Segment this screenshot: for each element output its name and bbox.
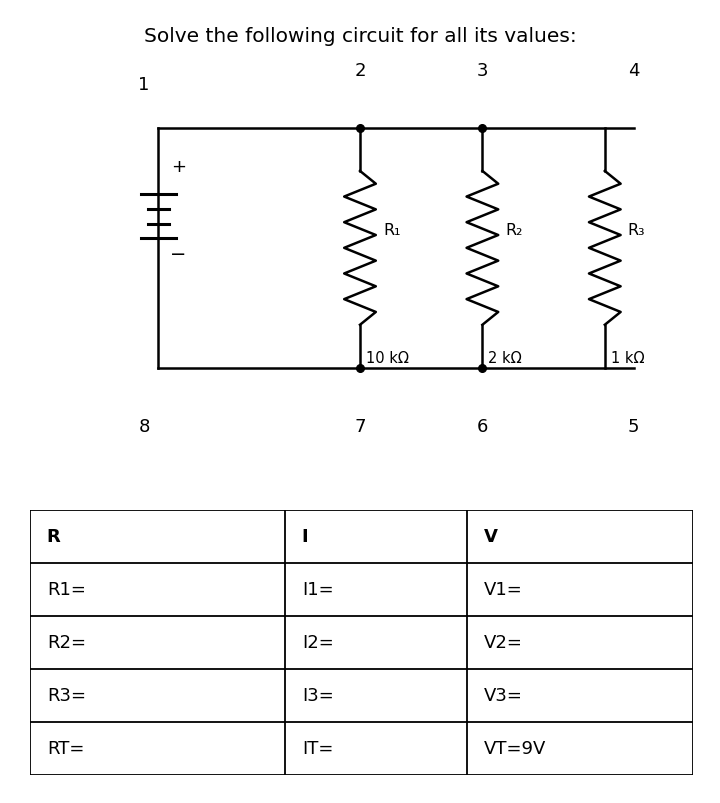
Text: VT=9V: VT=9V <box>484 740 546 757</box>
Text: R1=: R1= <box>47 581 86 598</box>
Text: I1=: I1= <box>302 581 333 598</box>
Text: 2 kΩ: 2 kΩ <box>488 351 522 365</box>
Text: 7: 7 <box>354 418 366 435</box>
Text: IT=: IT= <box>302 740 333 757</box>
Text: 10 kΩ: 10 kΩ <box>366 351 409 365</box>
Text: I3=: I3= <box>302 687 333 704</box>
Text: R₁: R₁ <box>383 222 400 238</box>
Text: R2=: R2= <box>47 634 86 651</box>
Text: R: R <box>47 528 60 545</box>
Text: 1: 1 <box>138 75 150 94</box>
Text: V3=: V3= <box>484 687 523 704</box>
Text: V2=: V2= <box>484 634 523 651</box>
Text: I: I <box>302 528 308 545</box>
Text: 3: 3 <box>477 62 488 79</box>
Text: 1 kΩ: 1 kΩ <box>611 351 644 365</box>
Text: Solve the following circuit for all its values:: Solve the following circuit for all its … <box>143 27 577 47</box>
Text: 4: 4 <box>628 62 639 79</box>
Text: −: − <box>171 245 186 264</box>
Text: I2=: I2= <box>302 634 333 651</box>
Text: V1=: V1= <box>484 581 523 598</box>
Text: +: + <box>171 157 186 176</box>
Text: R₃: R₃ <box>628 222 645 238</box>
Text: 6: 6 <box>477 418 488 435</box>
Text: 5: 5 <box>628 418 639 435</box>
Text: R₂: R₂ <box>505 222 523 238</box>
Text: 2: 2 <box>354 62 366 79</box>
Text: V: V <box>484 528 498 545</box>
Text: RT=: RT= <box>47 740 84 757</box>
Text: 8: 8 <box>138 418 150 435</box>
Text: R3=: R3= <box>47 687 86 704</box>
